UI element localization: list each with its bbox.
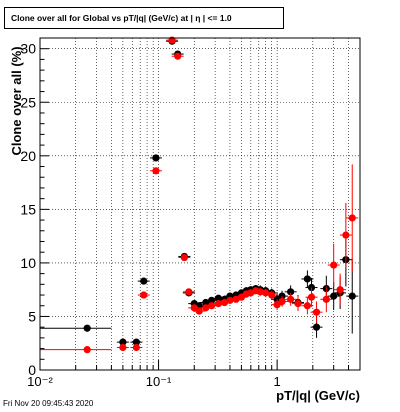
series-1 (40, 36, 359, 354)
y-tick-label: 25 (20, 94, 36, 110)
plot-frame (39, 37, 361, 371)
y-tick-label: 15 (20, 201, 36, 217)
data-point (330, 292, 338, 300)
data-point (83, 346, 91, 354)
data-point (278, 297, 286, 306)
data-point (348, 292, 356, 300)
data-point (312, 308, 321, 316)
y-tick-label: 30 (20, 41, 36, 57)
data-point (303, 275, 311, 283)
data-point (268, 291, 276, 299)
data-point (322, 295, 330, 303)
data-point (226, 296, 234, 304)
x-axis-label: pT/|q| (GeV/c) (276, 388, 360, 403)
data-series (40, 36, 359, 354)
series-0 (40, 37, 359, 346)
data-point (348, 214, 356, 222)
data-point (342, 231, 350, 239)
data-point (294, 300, 302, 308)
data-point (140, 291, 148, 299)
data-point (119, 343, 127, 352)
data-point (132, 343, 140, 352)
data-point (287, 288, 295, 296)
grid-lines (39, 38, 361, 370)
data-point (180, 253, 188, 262)
x-tick-label: 1 (274, 374, 281, 389)
y-tick-label: 0 (28, 362, 36, 378)
y-axis-label: Clone over all (%) (9, 46, 24, 156)
data-point (195, 307, 203, 315)
x-tick-label: 10⁻¹ (146, 374, 172, 389)
y-tick-label: 10 (20, 255, 36, 271)
x-tick-label: 10⁻² (27, 374, 53, 389)
data-point (140, 277, 148, 285)
data-point (330, 261, 338, 269)
data-point (336, 286, 344, 294)
y-tick-label: 20 (20, 148, 36, 164)
data-point (287, 295, 295, 303)
data-point (214, 300, 223, 308)
y-tick-label: 5 (28, 308, 36, 324)
data-point (312, 323, 321, 331)
chart-title: Clone over all for Global vs pT/|q| (GeV… (4, 7, 284, 29)
data-point (303, 302, 311, 310)
data-point (152, 167, 160, 175)
data-point (307, 293, 316, 301)
timestamp: Fri Nov 20 09:45:43 2020 (3, 399, 94, 408)
data-point (83, 324, 91, 332)
data-point (119, 338, 127, 346)
data-point (152, 154, 160, 162)
data-point (185, 288, 193, 296)
data-point (174, 52, 182, 60)
data-point (214, 294, 223, 302)
data-point (256, 288, 264, 296)
data-point (132, 338, 140, 346)
